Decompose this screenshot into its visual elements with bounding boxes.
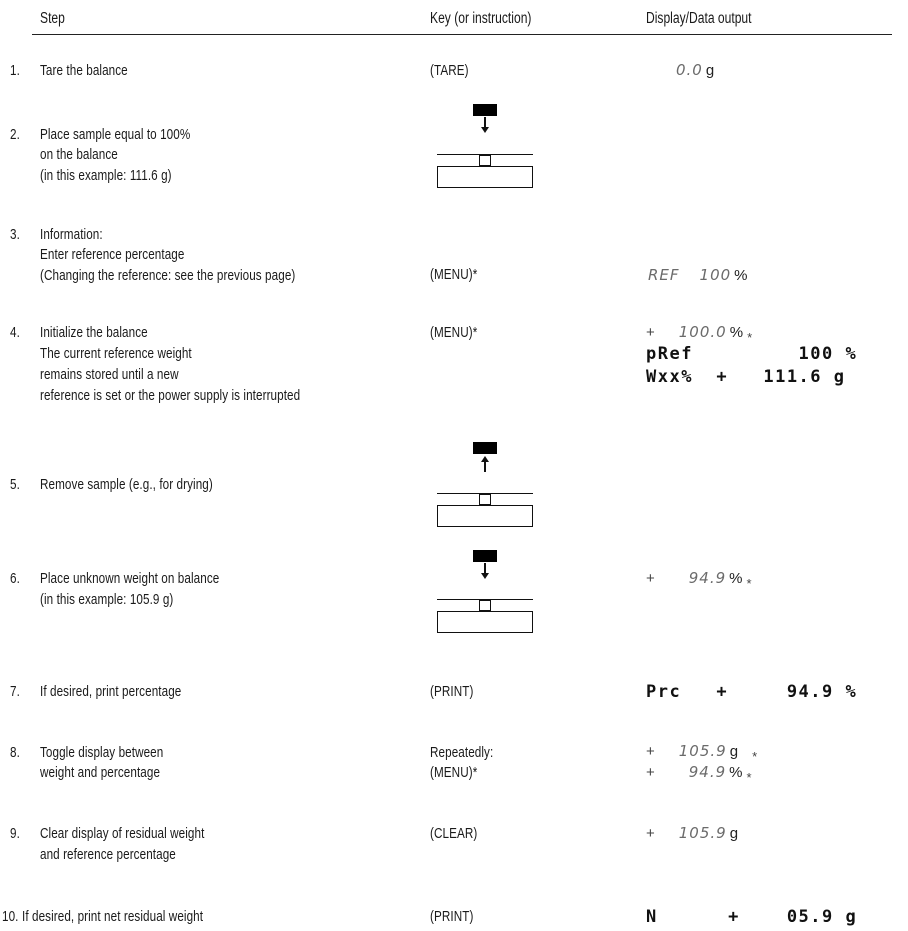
display-readout: 0.0 g xyxy=(676,61,714,79)
display-readout: + 100.0 % * xyxy=(646,323,752,345)
display-readout: + 94.9 % * xyxy=(646,763,752,785)
step-key: (CLEAR) xyxy=(430,825,478,842)
display-unit: g xyxy=(729,825,739,842)
step-text: If desired, print percentage xyxy=(40,683,182,700)
stability-star: * xyxy=(746,576,752,591)
step-text: and reference percentage xyxy=(40,846,176,863)
display-value: 105.9 xyxy=(678,742,727,760)
step-key: (MENU)* xyxy=(430,764,478,781)
step-text: If desired, print net residual weight xyxy=(22,908,204,925)
step-number: 9. xyxy=(10,825,20,842)
header-divider xyxy=(32,34,892,35)
step-text: Information: xyxy=(40,226,103,243)
display-label: REF xyxy=(648,266,680,284)
display-value: 105.9 xyxy=(678,824,727,842)
step-text: Enter reference percentage xyxy=(40,246,185,263)
display-unit: % xyxy=(734,267,748,284)
step-number: 3. xyxy=(10,226,20,243)
display-sign: + xyxy=(646,743,655,760)
step-text: Tare the balance xyxy=(40,62,128,79)
step-text: Remove sample (e.g., for drying) xyxy=(40,476,213,493)
step-text: (Changing the reference: see the previou… xyxy=(40,267,296,284)
display-value: 94.9 xyxy=(688,569,727,587)
step-text: Place unknown weight on balance xyxy=(40,570,220,587)
display-value: 100 xyxy=(699,266,732,284)
step-key: (MENU)* xyxy=(430,324,478,341)
printout-line: Wxx% + 111.6 g xyxy=(646,367,846,387)
step-text: The current reference weight xyxy=(40,345,192,362)
step-number: 7. xyxy=(10,683,20,700)
stability-star: * xyxy=(747,330,753,345)
display-readout: + 94.9 % * xyxy=(646,569,752,591)
display-readout: + 105.9 g xyxy=(646,824,738,842)
step-text: Clear display of residual weight xyxy=(40,825,205,842)
display-value: 100.0 xyxy=(678,323,727,341)
step-number: 4. xyxy=(10,324,20,341)
stability-star: * xyxy=(746,770,752,785)
step-text: Initialize the balance xyxy=(40,324,148,341)
stability-star: * xyxy=(752,749,758,764)
display-sign: + xyxy=(646,764,655,781)
column-header-key: Key (or instruction) xyxy=(430,10,532,27)
display-unit: % xyxy=(729,570,743,587)
step-text: weight and percentage xyxy=(40,764,161,781)
display-readout: REF 100 % xyxy=(648,266,748,284)
display-value: 0.0 xyxy=(676,61,703,79)
display-value: 94.9 xyxy=(688,763,727,781)
step-text: (in this example: 105.9 g) xyxy=(40,591,174,608)
column-header-display: Display/Data output xyxy=(646,10,752,27)
display-sign: + xyxy=(646,570,655,587)
display-sign: + xyxy=(646,324,655,341)
step-key: Repeatedly: xyxy=(430,744,494,761)
display-sign: + xyxy=(646,825,655,842)
display-unit: % xyxy=(729,764,743,781)
step-number: 5. xyxy=(10,476,20,493)
place-weight-on-balance-icon xyxy=(437,104,535,190)
step-text: (in this example: 111.6 g) xyxy=(40,167,172,184)
step-text: remains stored until a new xyxy=(40,366,179,383)
step-key: (PRINT) xyxy=(430,908,474,925)
remove-weight-from-balance-icon xyxy=(437,442,535,528)
printout-line: N + 05.9 g xyxy=(646,907,858,927)
step-number: 10. xyxy=(2,908,19,925)
step-text: on the balance xyxy=(40,146,118,163)
display-unit: g xyxy=(729,743,739,760)
step-number: 1. xyxy=(10,62,20,79)
step-key: (TARE) xyxy=(430,62,469,79)
printout-line: pRef 100 % xyxy=(646,344,858,364)
display-readout: + 105.9 g * xyxy=(646,742,757,764)
column-header-step: Step xyxy=(40,10,65,27)
display-unit: % xyxy=(729,324,744,341)
step-number: 2. xyxy=(10,126,20,143)
printout-line: Prc + 94.9 % xyxy=(646,682,858,702)
step-key: (PRINT) xyxy=(430,683,474,700)
place-weight-on-balance-icon xyxy=(437,550,535,636)
display-unit: g xyxy=(705,62,715,79)
step-text: Toggle display between xyxy=(40,744,164,761)
step-number: 6. xyxy=(10,570,20,587)
step-text: reference is set or the power supply is … xyxy=(40,387,301,404)
step-number: 8. xyxy=(10,744,20,761)
step-text: Place sample equal to 100% xyxy=(40,126,191,143)
step-key: (MENU)* xyxy=(430,266,478,283)
